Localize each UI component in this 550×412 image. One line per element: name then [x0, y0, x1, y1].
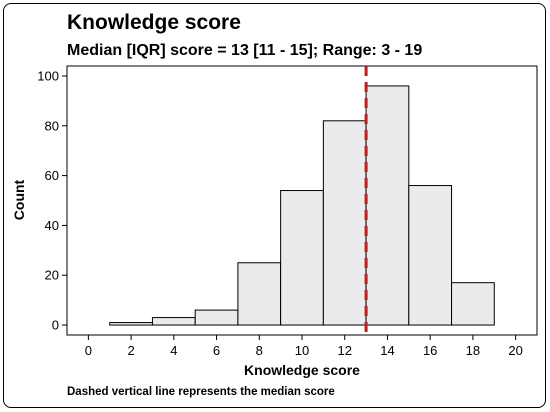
- x-tick-label-3: 6: [213, 343, 220, 358]
- x-tick-label-7: 14: [380, 343, 394, 358]
- histogram-bar-4: [280, 190, 324, 326]
- x-axis-ticks: 0 2 4 6 8 10 12 14 16 18 20: [85, 335, 523, 358]
- y-tick-label-1: 20: [45, 268, 59, 283]
- histogram-bar-1: [151, 317, 196, 326]
- y-tick-label-5: 100: [37, 68, 59, 83]
- histogram-bar-2: [194, 309, 239, 326]
- x-tick-label-9: 18: [466, 343, 480, 358]
- x-tick-label-1: 2: [127, 343, 134, 358]
- x-axis-label: Knowledge score: [244, 362, 360, 378]
- x-tick-label-10: 20: [508, 343, 522, 358]
- y-tick-label-3: 60: [45, 168, 59, 183]
- x-tick-label-5: 10: [295, 343, 309, 358]
- histogram-bar-6: [365, 85, 410, 326]
- y-axis-ticks: 0 20 40 60 80 100: [37, 68, 67, 333]
- chart-subtitle: Median [IQR] score = 13 [11 - 15]; Range…: [67, 42, 422, 59]
- histogram-bar-3: [237, 262, 282, 326]
- x-tick-label-4: 8: [256, 343, 263, 358]
- y-tick-label-2: 40: [45, 218, 59, 233]
- chart-title: Knowledge score: [67, 11, 241, 34]
- y-tick-label-0: 0: [52, 318, 59, 333]
- x-tick-label-2: 4: [170, 343, 177, 358]
- x-tick-label-0: 0: [85, 343, 92, 358]
- x-tick-label-6: 12: [337, 343, 351, 358]
- x-tick-label-8: 16: [423, 343, 437, 358]
- bars-group: [109, 85, 495, 326]
- histogram-bar-7: [408, 185, 453, 326]
- y-tick-label-4: 80: [45, 118, 59, 133]
- histogram-bar-8: [451, 282, 495, 326]
- chart-caption: Dashed vertical line represents the medi…: [67, 386, 335, 398]
- y-axis-label: Count: [11, 179, 27, 220]
- histogram-bar-5: [322, 120, 367, 326]
- histogram-bar-0: [109, 322, 153, 326]
